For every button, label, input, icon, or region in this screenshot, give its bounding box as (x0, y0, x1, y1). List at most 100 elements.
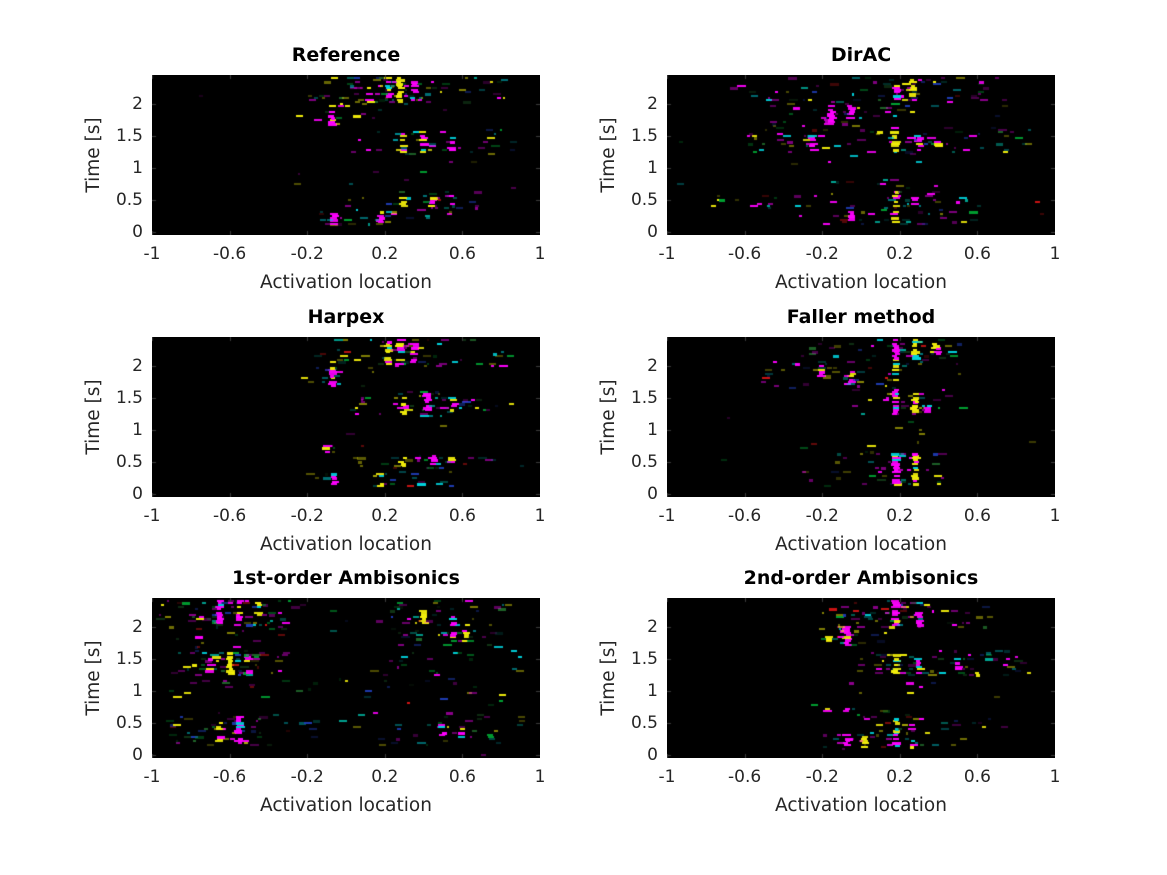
x-tick-label: -0.2 (805, 767, 839, 787)
x-tick-label: -1 (143, 767, 161, 787)
panel-reference: Reference Time [s] 0 0.5 1 1.5 2 -1 -0.6 -0.2 0… (83, 44, 545, 293)
y-tick-label: 0.5 (115, 452, 143, 472)
x-axis-label: Activation location (775, 272, 947, 293)
heatmap-ambisonics-2nd (667, 598, 1055, 758)
x-tick-label: -0.6 (213, 244, 247, 264)
y-tick-label: 2 (647, 617, 658, 637)
y-tick-label: 0 (132, 484, 143, 504)
x-tick-label: 1 (534, 244, 546, 264)
x-tick-label: 0.2 (886, 244, 914, 264)
y-tick-label: 0.5 (630, 713, 658, 733)
panel-ambisonics-1st: 1st-order Ambisonics Time [s] 0 0.5 1 1.5 2 … (83, 567, 545, 816)
x-tick-label: 0.2 (371, 767, 399, 787)
y-axis-ticks: 0 0.5 1 1.5 2 (597, 598, 658, 765)
y-tick-label: 1 (132, 158, 143, 178)
y-tick-label: 0.5 (115, 190, 143, 210)
x-tick-label: -0.2 (290, 506, 324, 526)
x-tick-label: -0.6 (213, 767, 247, 787)
y-tick-label: 0 (647, 745, 658, 765)
panel-title: 2nd-order Ambisonics (743, 567, 979, 589)
x-tick-label: -0.2 (805, 506, 839, 526)
x-tick-label: -0.2 (805, 244, 839, 264)
x-tick-label: 0.6 (448, 506, 476, 526)
x-tick-label: 0.2 (371, 244, 399, 264)
y-tick-label: 0.5 (115, 713, 143, 733)
y-tick-label: 0 (132, 222, 143, 242)
y-tick-label: 1.5 (115, 388, 143, 408)
x-tick-label: -1 (143, 506, 161, 526)
panel-ambisonics-2nd: 2nd-order Ambisonics Time [s] 0 0.5 1 1.5 2 … (598, 567, 1060, 816)
y-tick-label: 0 (647, 222, 658, 242)
y-tick-label: 1.5 (115, 126, 143, 146)
x-tick-label: 0.6 (448, 767, 476, 787)
x-tick-label: -1 (658, 767, 676, 787)
y-tick-label: 1 (647, 681, 658, 701)
panel-dirac: DirAC Time [s] 0 0.5 1 1.5 2 -1 -0.6 -0.2 0.2 0.… (598, 44, 1060, 293)
x-axis-ticks: -1 -0.6 -0.2 0.2 0.6 1 (659, 243, 1061, 265)
heatmap-ambisonics-1st (152, 598, 540, 758)
y-tick-label: 0 (647, 484, 658, 504)
x-tick-label: -1 (143, 244, 161, 264)
panel-title: Harpex (307, 306, 385, 328)
x-tick-label: 0.2 (886, 506, 914, 526)
x-tick-label: 1 (1049, 244, 1061, 264)
panel-faller-method: Faller method Time [s] 0 0.5 1 1.5 2 -1 -0.6-… (598, 306, 1060, 555)
y-tick-label: 1 (647, 158, 658, 178)
x-tick-label: -0.2 (290, 244, 324, 264)
y-axis-ticks: 0 0.5 1 1.5 2 (597, 337, 658, 504)
x-axis-ticks: -1 -0.6 -0.2 0.2 0.6 1 (144, 243, 546, 265)
heatmap-dirac (667, 75, 1055, 235)
panel-harpex: Harpex Time [s] 0 0.5 1 1.5 2 -1 -0.6 -0.2 0.2 0… (83, 306, 545, 555)
y-tick-label: 0.5 (630, 190, 658, 210)
y-tick-label: 1 (647, 420, 658, 440)
x-axis-label: Activation location (260, 534, 432, 555)
x-tick-label: 1 (534, 506, 546, 526)
x-tick-label: -0.6 (728, 244, 762, 264)
y-tick-label: 1.5 (115, 649, 143, 669)
panel-title: Reference (291, 44, 401, 66)
y-axis-ticks: 0 0.5 1 1.5 2 (597, 75, 658, 242)
x-axis-ticks: -1 -0.6 -0.2 0.2 0.6 1 (144, 766, 546, 788)
heatmap-harpex (152, 337, 540, 497)
x-tick-label: -0.6 (728, 506, 762, 526)
y-tick-label: 2 (132, 617, 143, 637)
y-tick-label: 2 (647, 94, 658, 114)
panel-title: DirAC (830, 44, 892, 66)
x-tick-label: -0.2 (290, 767, 324, 787)
y-tick-label: 2 (647, 356, 658, 376)
x-axis-label: Activation location (775, 534, 947, 555)
panel-title: Faller method (786, 306, 936, 328)
x-tick-label: -1 (658, 506, 676, 526)
y-tick-label: 1 (132, 420, 143, 440)
x-axis-label: Activation location (775, 795, 947, 816)
y-tick-label: 2 (132, 94, 143, 114)
x-tick-label: -0.6 (213, 506, 247, 526)
x-tick-label: 0.2 (371, 506, 399, 526)
x-tick-label: 0.2 (886, 767, 914, 787)
x-tick-label: -0.6 (728, 767, 762, 787)
y-tick-label: 1 (132, 681, 143, 701)
panel-title: 1st-order Ambisonics (232, 567, 460, 589)
y-tick-label: 2 (132, 356, 143, 376)
x-tick-label: 1 (1049, 767, 1061, 787)
y-tick-label: 0 (132, 745, 143, 765)
x-axis-label: Activation location (260, 795, 432, 816)
x-axis-label: Activation location (260, 272, 432, 293)
x-tick-label: 0.6 (963, 767, 991, 787)
y-tick-label: 0.5 (630, 452, 658, 472)
y-tick-label: 1.5 (630, 649, 658, 669)
x-tick-label: 0.6 (963, 506, 991, 526)
y-axis-ticks: 0 0.5 1 1.5 2 (82, 598, 143, 765)
y-tick-label: 1.5 (630, 388, 658, 408)
x-axis-ticks: -1 -0.6 -0.2 0.2 0.6 1 (659, 505, 1061, 527)
y-axis-ticks: 0 0.5 1 1.5 2 (82, 75, 143, 242)
x-tick-label: 1 (534, 767, 546, 787)
heatmap-faller-method (667, 337, 1055, 497)
y-tick-label: 1.5 (630, 126, 658, 146)
x-tick-label: 1 (1049, 506, 1061, 526)
x-axis-ticks: -1 -0.6 -0.2 0.2 0.6 1 (659, 766, 1061, 788)
x-axis-ticks: -1 -0.6 -0.2 0.2 0.6 1 (144, 505, 546, 527)
x-tick-label: -1 (658, 244, 676, 264)
x-tick-label: 0.6 (963, 244, 991, 264)
